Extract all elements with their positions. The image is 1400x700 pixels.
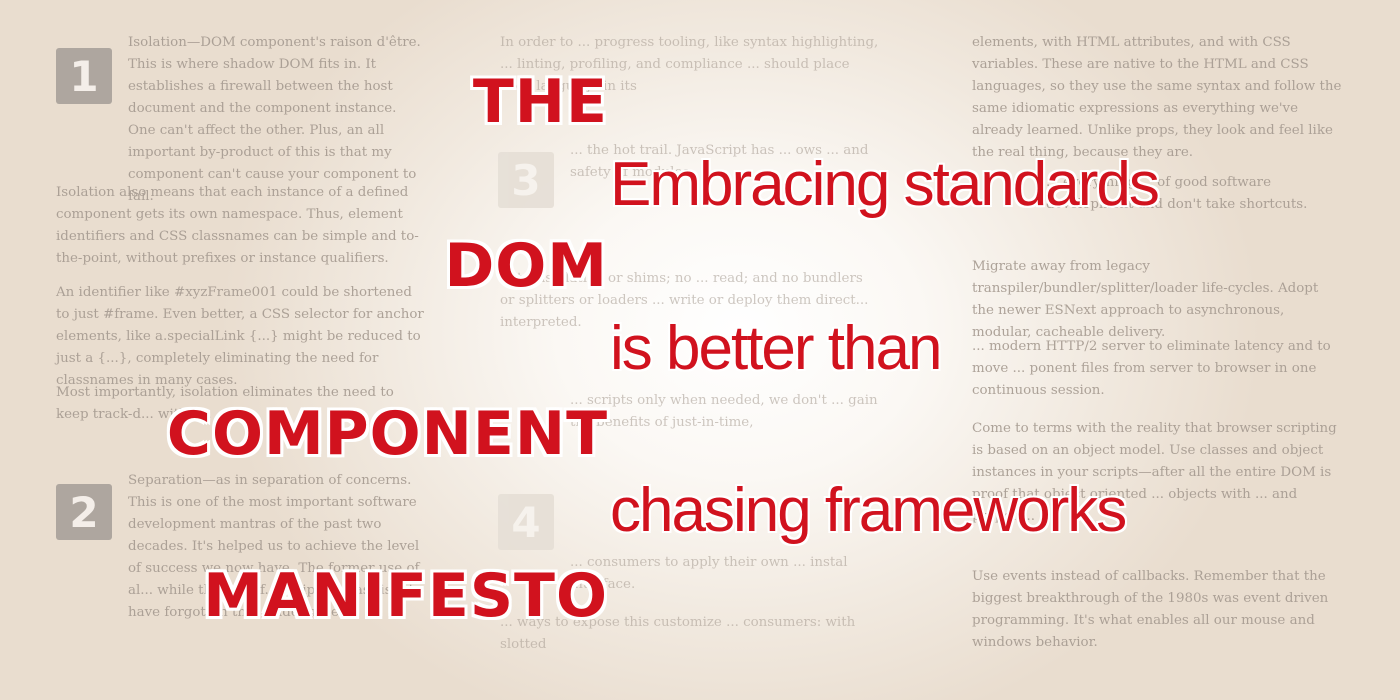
headline-line-dom: DOM [444,231,608,301]
article-col1-para-4: Most importantly, isolation eliminates t… [56,385,394,422]
article-col3-para-6: Use events instead of callbacks. Remembe… [972,569,1329,650]
article-col2-para-3: ... transpilation or shims; no ... read;… [500,271,869,330]
article-col2-para-5: ... consumers to apply their own ... ins… [570,555,848,592]
tagline-line-3: chasing frameworks [610,476,1127,545]
section-number-1: 1 [56,48,112,104]
article-col1-para-1a: Isolation—DOM component's raison d'être.… [128,35,421,204]
article-col2-para-2: ... the hot trail. JavaScript has ... ow… [570,143,869,180]
headline-line-component: COMPONENT [166,399,608,469]
article-col3-para-3: Migrate away from legacy transpiler/bund… [972,259,1319,340]
tagline-line-2: is better than [610,314,942,383]
article-col3-para-1: elements, with HTML attributes, and with… [972,35,1342,160]
headline-line-manifesto: MANIFESTO [203,561,608,631]
section-number-3: 3 [498,152,554,208]
section-number-2: 2 [56,484,112,540]
article-col2-para-6: ... ways to expose this customize ... co… [500,615,856,652]
article-col2-para-4: ... scripts only when needed, we don't .… [570,393,878,430]
article-col1-para-3: An identifier like #xyzFrame001 could be… [56,285,424,388]
article-col1-para-5: Separation—as in separation of concerns.… [128,473,423,620]
tagline-line-1: Embracing standards [610,150,1160,219]
article-col3-para-2: ... everything ... of good software deve… [1046,175,1308,212]
article-col3-para-5: Come to terms with the reality that brow… [972,421,1337,524]
article-col2-para-1: In order to ... progress tooling, like s… [500,35,879,94]
article-col3-para-4: ... modern HTTP/2 server to eliminate la… [972,339,1331,398]
article-col1-para-2: Isolation also means that each instance … [56,185,419,266]
section-number-4: 4 [498,494,554,550]
headline-line-the: THE [472,67,608,137]
